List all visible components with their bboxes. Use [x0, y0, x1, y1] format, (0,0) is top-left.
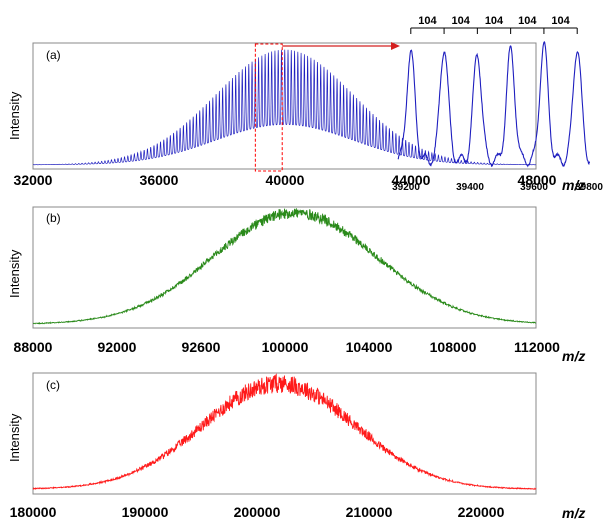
- panel-label-a: (a): [46, 48, 61, 62]
- x-tick-label: 112000: [514, 339, 560, 355]
- highlight-region: [254, 43, 283, 172]
- x-tick-label: 48000: [518, 172, 557, 188]
- x-tick-label: 32000: [14, 172, 53, 188]
- plot-frame-b: [32, 206, 537, 329]
- x-tick-label: 44000: [392, 172, 431, 188]
- plot-frame-c: [32, 372, 537, 495]
- panel-c: (c) Intensity m/z 180000 190000 200000 2…: [7, 372, 585, 521]
- panel-label-c: (c): [46, 378, 60, 392]
- x-tick-label: 36000: [140, 172, 179, 188]
- inset-x-tick-label: 39800: [575, 182, 603, 193]
- x-tick-label: 200000: [234, 504, 281, 520]
- x-tick-label: 108000: [430, 339, 477, 355]
- inset-zoom: 104 104 104 104 104 39200 39400 39600 39800: [392, 15, 603, 193]
- x-tick-label: 190000: [122, 504, 169, 520]
- panel-b: (b) Intensity m/z 88000 92000 92600 1000…: [7, 206, 585, 364]
- peak-spacing-label: 104: [452, 15, 471, 27]
- series-line: [32, 208, 537, 325]
- inset-x-tick-label: 39400: [456, 182, 484, 193]
- x-tick-label: 40000: [266, 172, 305, 188]
- y-axis-label-c: Intensity: [7, 413, 22, 462]
- panel-label-b: (b): [46, 211, 61, 225]
- series-line: [33, 49, 536, 166]
- x-tick-labels-b: 88000 92000 92600 100000 104000 108000 1…: [14, 339, 561, 355]
- peak-spacing-label: 104: [418, 15, 437, 27]
- peak-spacing-brackets: 104 104 104 104 104: [410, 15, 578, 34]
- x-tick-label: 104000: [346, 339, 393, 355]
- x-tick-label: 92600: [182, 339, 221, 355]
- x-axis-label-b: m/z: [562, 348, 585, 364]
- y-axis-label-b: Intensity: [7, 249, 22, 298]
- inset-x-tick-label: 39200: [392, 182, 420, 193]
- inset-series-line: [397, 40, 591, 168]
- plot-frame-a: [32, 42, 537, 170]
- zoom-arrowhead: [391, 42, 400, 50]
- inset-series-line: [397, 40, 591, 168]
- x-tick-label: 88000: [14, 339, 53, 355]
- x-tick-labels-c: 180000 190000 200000 210000 220000: [10, 504, 505, 520]
- panel-a: (a) Intensity m/z 32000 36000 40000 4400…: [7, 42, 585, 193]
- peak-spacing-label: 104: [485, 15, 504, 27]
- x-tick-labels-a: 32000 36000 40000 44000 48000: [14, 172, 557, 188]
- peak-spacing-label: 104: [518, 15, 537, 27]
- x-tick-label: 100000: [262, 339, 309, 355]
- x-tick-label: 210000: [346, 504, 393, 520]
- series-line-a: [33, 49, 536, 166]
- inset-x-tick-labels: 39200 39400 39600 39800: [392, 182, 603, 193]
- y-axis-label-a: Intensity: [7, 91, 22, 140]
- x-axis-label-c: m/z: [562, 505, 585, 521]
- x-tick-label: 92000: [98, 339, 137, 355]
- series-line: [32, 373, 537, 491]
- series-line-c: [32, 373, 537, 491]
- inset-x-tick-label: 39600: [520, 182, 548, 193]
- x-tick-label: 180000: [10, 504, 57, 520]
- series-line-b: [32, 208, 537, 325]
- x-tick-label: 220000: [458, 504, 505, 520]
- peak-spacing-label: 104: [551, 15, 570, 27]
- x-axis-label-a: m/z: [562, 177, 585, 193]
